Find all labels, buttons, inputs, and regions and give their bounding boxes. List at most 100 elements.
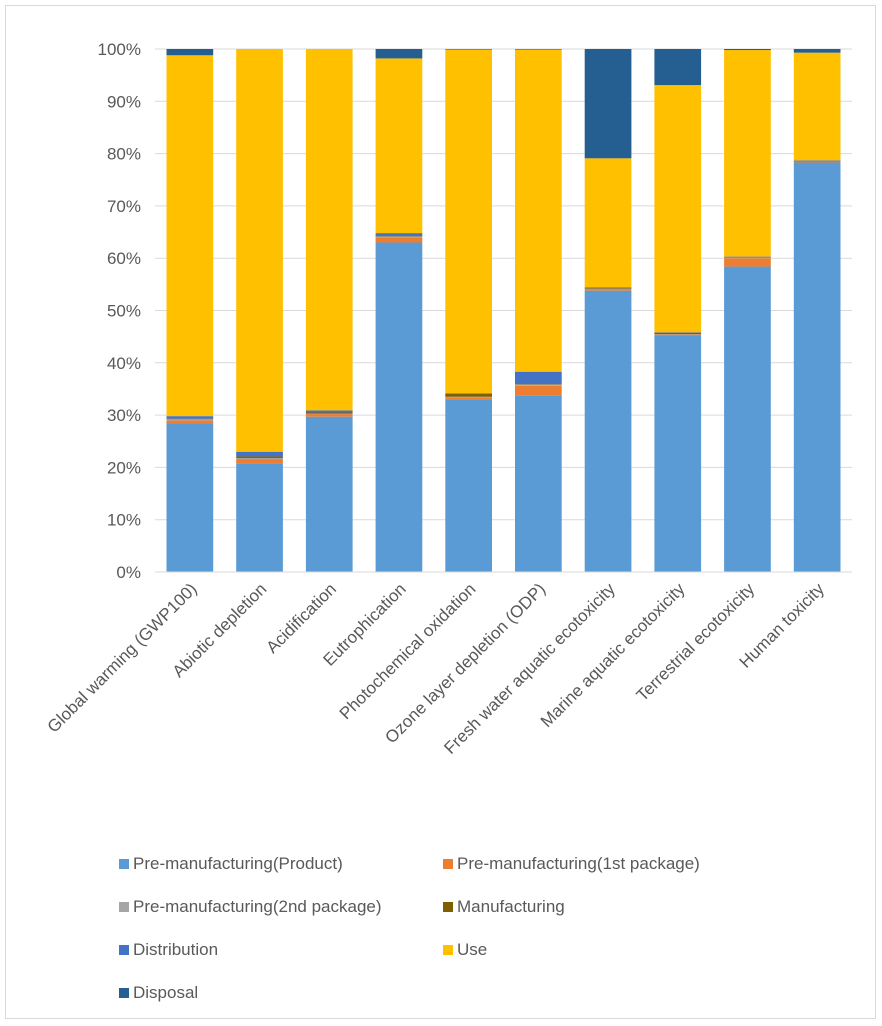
y-tick-label: 40%: [107, 354, 141, 373]
legend: Pre-manufacturing(Product) Pre-manufactur…: [119, 854, 700, 1002]
legend-label: Use: [457, 940, 487, 959]
bar-segment: [515, 395, 562, 572]
bar-segment: [375, 236, 423, 238]
bar-stack: [236, 49, 283, 572]
y-tick-label: 90%: [107, 92, 141, 111]
legend-item: Manufacturing: [443, 897, 565, 916]
x-tick-label: Terrestrial ecotoxicity: [633, 579, 759, 705]
y-tick-label: 0%: [116, 563, 141, 582]
bar-stack: [515, 49, 562, 572]
bar-segment: [654, 334, 702, 335]
bar-segment: [793, 52, 841, 161]
bar-segment: [793, 161, 841, 163]
y-tick-label: 30%: [107, 406, 141, 425]
bar-segment: [724, 257, 771, 258]
bar-segment: [166, 55, 214, 417]
bar-segment: [584, 287, 632, 289]
bar-segment: [654, 335, 702, 572]
bar-segment: [515, 49, 562, 50]
bar-segment: [793, 160, 841, 161]
bar-segment: [793, 162, 841, 572]
bar-segment: [305, 412, 353, 414]
bar-stack: [166, 49, 214, 572]
bar-segment: [445, 49, 492, 50]
bar-segment: [584, 158, 632, 288]
bar-segment: [584, 288, 632, 289]
bar-segment: [166, 418, 214, 420]
legend-item: Use: [443, 940, 487, 959]
legend-item: Pre-manufacturing(1st package): [443, 854, 700, 873]
bar-segment: [654, 332, 702, 335]
bar-segment: [584, 289, 632, 291]
bar-segment: [445, 49, 492, 394]
legend-swatch: [119, 988, 129, 998]
bar-segment: [724, 49, 771, 51]
bar-segment: [793, 160, 841, 162]
bar-segment: [236, 456, 283, 458]
bar-segment: [584, 288, 632, 290]
bar-segment: [305, 410, 353, 413]
bar-stack: [654, 49, 702, 572]
bar-segment: [375, 49, 423, 59]
bar-stack: [375, 49, 423, 572]
bar-stack: [305, 49, 353, 572]
bar-segment: [445, 393, 492, 397]
bar-segment: [166, 49, 214, 56]
legend-swatch: [119, 902, 129, 912]
bar-segment: [236, 457, 283, 460]
x-tick-label: Marine aquatic ecotoxicity: [537, 579, 689, 731]
bar-segment: [724, 258, 771, 267]
bar-segment: [375, 58, 423, 234]
y-tick-label: 100%: [98, 40, 141, 59]
bar-segment: [166, 423, 214, 572]
bar-segment: [375, 242, 423, 572]
y-tick-label: 70%: [107, 197, 141, 216]
legend-label: Pre-manufacturing(Product): [133, 854, 343, 873]
bar-segment: [584, 290, 632, 572]
stacked-bar-chart: 0% 10% 20% 30% 40% 50% 60% 70% 80% 90% 100% Global…: [44, 40, 852, 1002]
bar-segment: [515, 384, 562, 386]
y-tick-label: 20%: [107, 458, 141, 477]
bar-segment: [654, 332, 702, 333]
bar-segment: [305, 413, 353, 415]
y-tick-label: 60%: [107, 249, 141, 268]
y-tick-label: 50%: [107, 302, 141, 321]
bar-segment: [236, 451, 283, 457]
y-tick-label: 10%: [107, 511, 141, 530]
bar-segment: [375, 237, 423, 243]
bar-segment: [305, 49, 353, 411]
bar-segment: [166, 416, 214, 419]
bar-segment: [305, 414, 353, 417]
bar-segment: [654, 49, 702, 86]
bar-segment: [166, 420, 214, 424]
x-tick-label: Photochemical oxidation: [336, 579, 480, 723]
bar-stack: [445, 49, 492, 572]
bar-segment: [515, 385, 562, 396]
x-tick-label: Acidification: [262, 579, 340, 657]
bar-segment: [305, 416, 353, 572]
bar-segment: [654, 334, 702, 336]
bars: [166, 49, 841, 572]
legend-item: Pre-manufacturing(2nd package): [119, 897, 382, 916]
x-axis-ticks: Global warming (GWP100)Abiotic depletion…: [44, 579, 829, 758]
bar-segment: [236, 459, 283, 464]
bar-stack: [724, 49, 771, 572]
legend-item: Pre-manufacturing(Product): [119, 854, 343, 873]
bar-segment: [236, 49, 283, 452]
bar-segment: [375, 236, 423, 237]
bar-segment: [724, 50, 771, 257]
bar-segment: [515, 49, 562, 372]
bar-segment: [515, 371, 562, 385]
bar-stack: [584, 49, 632, 572]
bar-segment: [166, 419, 214, 421]
legend-label: Disposal: [133, 983, 198, 1002]
bar-segment: [793, 161, 841, 162]
bar-segment: [236, 463, 283, 572]
chart-frame: 0% 10% 20% 30% 40% 50% 60% 70% 80% 90% 100% Global…: [5, 5, 876, 1019]
legend-swatch: [443, 902, 453, 912]
y-tick-label: 80%: [107, 145, 141, 164]
legend-label: Distribution: [133, 940, 218, 959]
bar-segment: [515, 384, 562, 385]
bar-segment: [793, 49, 841, 53]
legend-swatch: [119, 859, 129, 869]
